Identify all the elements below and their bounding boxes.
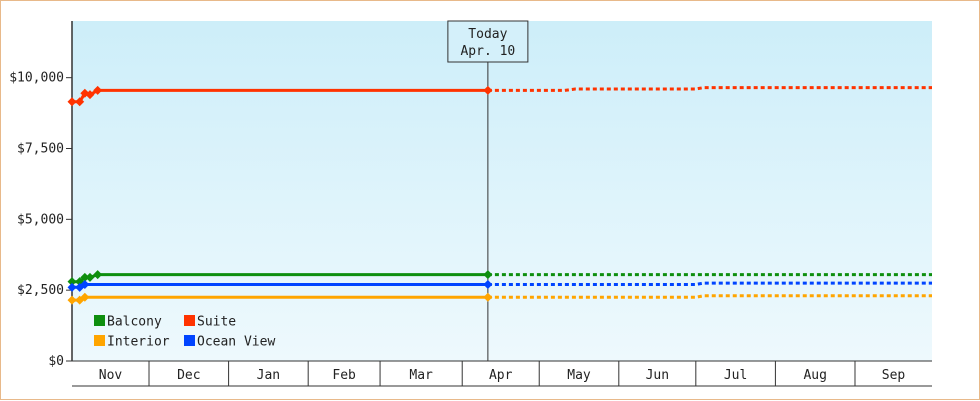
data-point bbox=[483, 270, 493, 280]
data-point bbox=[93, 85, 103, 95]
legend-swatch bbox=[184, 315, 195, 326]
today-marker: Today Apr. 10 bbox=[447, 20, 529, 361]
data-point bbox=[85, 272, 95, 282]
series-lines bbox=[67, 85, 932, 305]
data-point bbox=[80, 292, 90, 302]
data-point bbox=[67, 97, 77, 107]
legend-label: Ocean View bbox=[197, 335, 275, 350]
series-projection-ocean-view bbox=[487, 281, 932, 286]
today-date-label: Apr. 10 bbox=[460, 44, 515, 59]
data-point bbox=[483, 85, 493, 95]
data-point bbox=[80, 272, 90, 282]
y-tick-label: $7,500 bbox=[17, 142, 64, 157]
legend-item-ocean-view: Ocean View bbox=[184, 335, 275, 350]
legend-swatch bbox=[184, 335, 195, 346]
x-month-label: Jan bbox=[257, 368, 280, 383]
plot-area bbox=[72, 21, 932, 361]
data-point bbox=[67, 295, 77, 305]
data-point bbox=[67, 277, 77, 287]
data-point bbox=[67, 282, 77, 292]
x-month-label: May bbox=[567, 368, 591, 383]
y-tick-label: $0 bbox=[48, 354, 64, 369]
x-month-label: Aug bbox=[803, 368, 826, 383]
data-point bbox=[483, 292, 493, 302]
legend-item-balcony: Balcony bbox=[94, 315, 162, 330]
data-point bbox=[85, 90, 95, 100]
legend-item-suite: Suite bbox=[184, 315, 236, 330]
legend-swatch bbox=[94, 315, 105, 326]
data-point bbox=[93, 270, 103, 280]
x-month-label: Feb bbox=[332, 368, 356, 383]
data-point bbox=[80, 280, 90, 289]
x-month-label: Sep bbox=[882, 368, 906, 383]
series-interior bbox=[67, 292, 932, 305]
legend-label: Interior bbox=[107, 335, 170, 350]
series-suite bbox=[67, 85, 932, 107]
legend: Balcony Suite Interior Ocean View bbox=[94, 315, 275, 350]
series-projection-interior bbox=[487, 294, 932, 299]
x-month-label: Nov bbox=[99, 368, 123, 383]
x-month-label: Apr bbox=[489, 368, 513, 383]
y-tick-label: $2,500 bbox=[17, 283, 64, 298]
today-label: Today bbox=[468, 27, 507, 42]
series-projection-suite bbox=[487, 86, 932, 92]
y-tick-label: $10,000 bbox=[9, 71, 64, 86]
legend-label: Balcony bbox=[107, 315, 162, 330]
x-month-label: Jul bbox=[724, 368, 747, 383]
series-ocean-view bbox=[67, 280, 932, 292]
axes: $0 $2,500 $5,000 $7,500 $10,000 Nov Dec Jan Feb M… bbox=[9, 21, 932, 387]
x-month-label: Dec bbox=[177, 368, 200, 383]
data-point bbox=[483, 280, 493, 289]
series-balcony bbox=[67, 270, 932, 287]
today-label-box bbox=[447, 20, 529, 63]
legend-item-interior: Interior bbox=[94, 335, 170, 350]
legend-label: Suite bbox=[197, 315, 236, 330]
x-month-label: Mar bbox=[409, 368, 433, 383]
legend-swatch bbox=[94, 335, 105, 346]
y-tick-label: $5,000 bbox=[17, 212, 64, 227]
x-month-label: Jun bbox=[646, 368, 669, 383]
data-point bbox=[75, 97, 85, 107]
